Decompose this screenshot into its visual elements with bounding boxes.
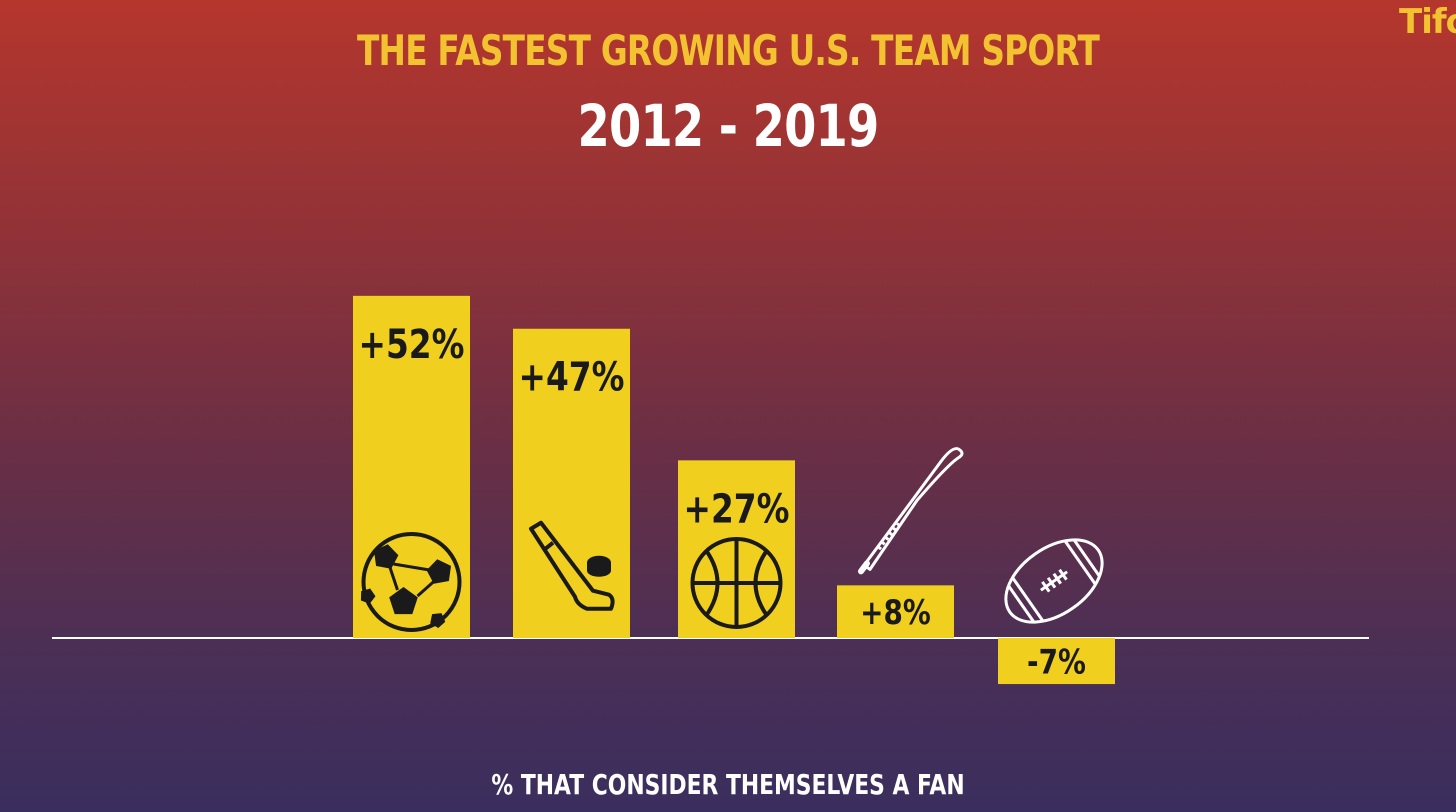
data-label: +8% bbox=[860, 593, 931, 632]
bar-group: +52% bbox=[353, 295, 470, 638]
baseball-bat-icon bbox=[858, 447, 964, 575]
data-label: +27% bbox=[684, 485, 790, 532]
data-label: +52% bbox=[359, 321, 465, 368]
soccer-ball-icon bbox=[360, 532, 462, 632]
data-label: +47% bbox=[519, 354, 625, 401]
bar-group: -7% bbox=[998, 538, 1115, 685]
chart-caption: % THAT CONSIDER THEMSELVES A FAN bbox=[491, 768, 965, 801]
american-football-icon bbox=[1004, 538, 1104, 624]
bar bbox=[837, 585, 954, 638]
bar bbox=[998, 638, 1115, 685]
data-label: -7% bbox=[1027, 643, 1086, 682]
chart-title: THE FASTEST GROWING U.S. TEAM SPORT bbox=[356, 26, 1100, 75]
basketball-icon bbox=[690, 537, 783, 629]
bar-group: +27% bbox=[678, 460, 795, 638]
bar-group: +8% bbox=[837, 447, 964, 638]
bar bbox=[353, 295, 470, 638]
chart-subtitle: 2012 - 2019 bbox=[577, 92, 879, 160]
hockey-stick-icon bbox=[529, 520, 615, 611]
brand-logo: Tifo bbox=[1399, 2, 1456, 42]
bar bbox=[513, 328, 630, 638]
bar-group: +47% bbox=[513, 328, 630, 638]
